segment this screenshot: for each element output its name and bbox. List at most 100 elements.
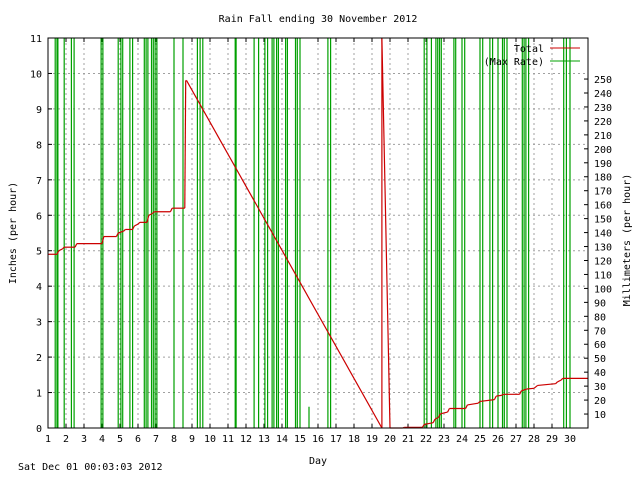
y-tick-label: 2 bbox=[36, 353, 42, 364]
x-tick-label: 28 bbox=[528, 434, 540, 445]
total-segment bbox=[424, 422, 434, 426]
y-tick-label: 5 bbox=[36, 247, 42, 258]
total-segment bbox=[186, 80, 383, 429]
x-tick-label: 11 bbox=[222, 434, 234, 445]
x-tick-label: 19 bbox=[366, 434, 378, 445]
total-segment bbox=[477, 400, 481, 404]
total-segment bbox=[519, 390, 522, 395]
y-tick-label: 0 bbox=[36, 424, 42, 435]
x-tick-label: 6 bbox=[135, 434, 141, 445]
total-segment bbox=[123, 229, 126, 232]
y2-tick-label: 90 bbox=[594, 298, 606, 309]
y2-tick-label: 140 bbox=[594, 229, 612, 240]
y2-tick-label: 80 bbox=[594, 312, 606, 323]
y2-tick-label: 30 bbox=[594, 382, 606, 393]
total-segment bbox=[118, 230, 124, 234]
y2-tick-label: 110 bbox=[594, 270, 612, 281]
total-segment bbox=[521, 388, 527, 392]
total-segment bbox=[101, 236, 105, 244]
y-axis-ticks: 0 1 2 3 4 5 6 7 8 9 10 11 bbox=[30, 34, 52, 435]
total-segment bbox=[501, 393, 504, 396]
total-segment bbox=[74, 243, 78, 248]
y2-tick-label: 100 bbox=[594, 284, 612, 295]
total-segment bbox=[496, 394, 502, 397]
x-tick-label: 3 bbox=[81, 434, 87, 445]
total-segment bbox=[56, 250, 60, 255]
y2-tick-label: 210 bbox=[594, 131, 612, 142]
total-segment bbox=[134, 223, 139, 227]
legend: Total (Max Rate) bbox=[484, 44, 580, 68]
total-segment bbox=[184, 80, 187, 209]
total-segment bbox=[432, 418, 436, 423]
x-tick-label: 26 bbox=[492, 434, 504, 445]
y2-tick-label: 230 bbox=[594, 103, 612, 114]
y2-tick-label: 120 bbox=[594, 256, 612, 267]
y2-tick-label: 240 bbox=[594, 89, 612, 100]
total-segment bbox=[169, 207, 173, 212]
x-tick-label: 9 bbox=[189, 434, 195, 445]
total-segment bbox=[560, 377, 564, 381]
y-tick-label: 7 bbox=[36, 176, 42, 187]
x-tick-label: 21 bbox=[402, 434, 414, 445]
y2-tick-label: 160 bbox=[594, 201, 612, 212]
total-segment bbox=[557, 379, 562, 383]
x-tick-label: 27 bbox=[510, 434, 522, 445]
y2-axis-label: Millimeters (per hour) bbox=[622, 174, 633, 306]
y-tick-label: 8 bbox=[36, 140, 42, 151]
total-segment bbox=[467, 402, 479, 406]
total-segment bbox=[533, 384, 538, 389]
x-tick-label: 4 bbox=[99, 434, 105, 445]
total-segment bbox=[381, 37, 391, 429]
total-segment bbox=[115, 232, 119, 237]
y2-tick-label: 200 bbox=[594, 145, 612, 156]
x-tick-label: 29 bbox=[546, 434, 558, 445]
x-tick-label: 5 bbox=[117, 434, 123, 445]
total-segment bbox=[526, 387, 535, 390]
y-tick-label: 11 bbox=[30, 34, 42, 45]
total-segment bbox=[137, 221, 141, 225]
y-axis-label: Inches (per hour) bbox=[8, 182, 19, 284]
total-segment bbox=[132, 225, 135, 230]
total-segment bbox=[493, 395, 497, 400]
total-segment bbox=[146, 215, 150, 223]
x-axis-ticks: 1 2 3 4 5 6 7 8 9 10 11 12 13 14 15 16 17 18 19 20 21 22 23 24 2… bbox=[45, 38, 576, 445]
y-tick-label: 10 bbox=[30, 69, 42, 80]
y2-tick-label: 10 bbox=[594, 410, 606, 421]
total-segment bbox=[440, 411, 448, 415]
x-tick-label: 16 bbox=[312, 434, 324, 445]
y2-tick-label: 50 bbox=[594, 354, 606, 365]
x-tick-label: 12 bbox=[240, 434, 252, 445]
total-segment bbox=[479, 399, 495, 403]
legend-total-label: Total bbox=[514, 44, 544, 55]
x-tick-label: 25 bbox=[474, 434, 486, 445]
y2-tick-label: 170 bbox=[594, 187, 612, 198]
x-tick-label: 17 bbox=[330, 434, 342, 445]
y2-tick-label: 250 bbox=[594, 75, 612, 86]
y2-tick-label: 20 bbox=[594, 396, 606, 407]
y-tick-label: 9 bbox=[36, 105, 42, 116]
legend-rate-label: (Max Rate) bbox=[484, 57, 544, 68]
x-tick-label: 10 bbox=[204, 434, 216, 445]
y2-axis-ticks: 10 20 30 40 50 60 70 80 90 100 110 120 130 140 150 160 1… bbox=[584, 75, 612, 421]
x-tick-label: 1 bbox=[45, 434, 51, 445]
x-tick-label: 13 bbox=[258, 434, 270, 445]
total-segment bbox=[465, 404, 468, 409]
total-segment bbox=[438, 413, 441, 418]
x-tick-label: 14 bbox=[276, 434, 288, 445]
footer-timestamp: Sat Dec 01 00:03:03 2012 bbox=[18, 462, 163, 473]
y-tick-label: 4 bbox=[36, 282, 42, 293]
x-tick-label: 15 bbox=[294, 434, 306, 445]
x-tick-label: 20 bbox=[384, 434, 396, 445]
y2-tick-label: 220 bbox=[594, 117, 612, 128]
y2-tick-label: 150 bbox=[594, 215, 612, 226]
x-tick-label: 8 bbox=[171, 434, 177, 445]
y2-tick-label: 180 bbox=[594, 173, 612, 184]
total-segment bbox=[151, 211, 155, 214]
chart-title: Rain Fall ending 30 November 2012 bbox=[219, 14, 418, 25]
x-tick-label: 22 bbox=[420, 434, 432, 445]
x-tick-label: 24 bbox=[456, 434, 468, 445]
x-tick-label: 7 bbox=[153, 434, 159, 445]
y-tick-label: 3 bbox=[36, 318, 42, 329]
total-segment bbox=[434, 416, 439, 420]
y2-tick-label: 130 bbox=[594, 243, 612, 254]
